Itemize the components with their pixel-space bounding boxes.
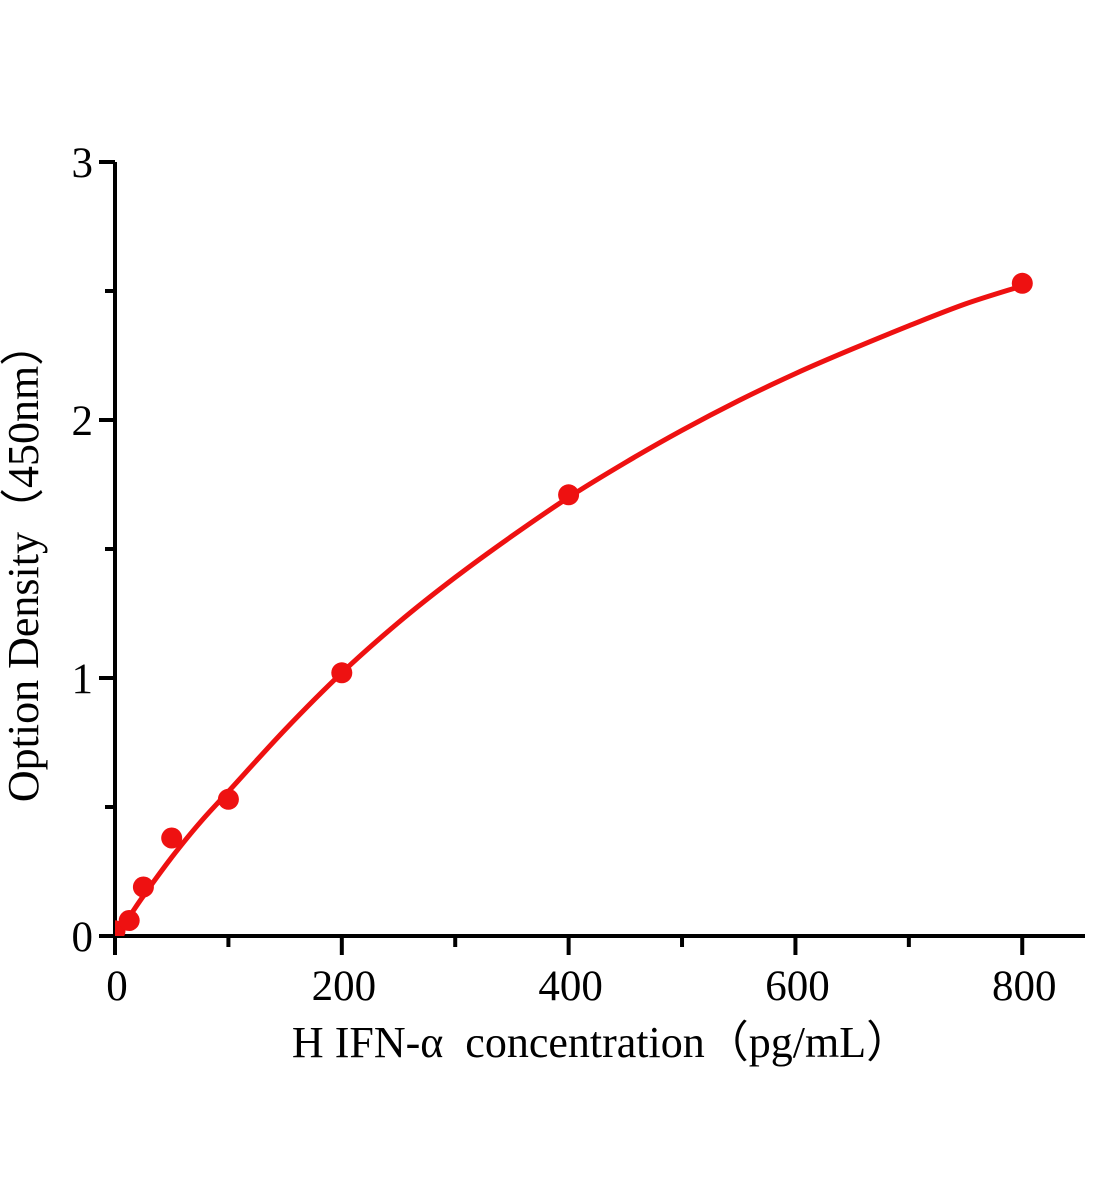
y-tick-label: 3 [72,140,94,187]
data-point [1011,272,1033,294]
y-tick-label: 0 [72,914,94,961]
y-tick-label: 2 [72,398,94,445]
x-tick-label: 600 [765,963,830,1010]
series-group [115,272,1033,936]
data-point [331,662,353,684]
data-point [161,827,183,849]
axis-spine [113,162,1085,938]
x-tick-label: 400 [538,963,603,1010]
axes-group [99,160,1085,955]
x-axis-title: H IFN-α concentration（pg/mL） [292,1018,910,1067]
data-point [217,788,239,810]
fit-curve [115,283,1025,936]
data-point [132,876,154,898]
y-tick-label: 1 [72,656,94,703]
data-point [118,910,140,931]
y-axis-title: Option Density（450nm） [0,322,48,802]
x-tick-label: 200 [312,963,377,1010]
data-point [558,484,580,506]
x-tick-label: 0 [106,963,128,1010]
x-tick-label: 800 [992,963,1057,1010]
tick-labels-group: 0 200 400 600 800 0 1 2 3 [72,140,1057,1010]
